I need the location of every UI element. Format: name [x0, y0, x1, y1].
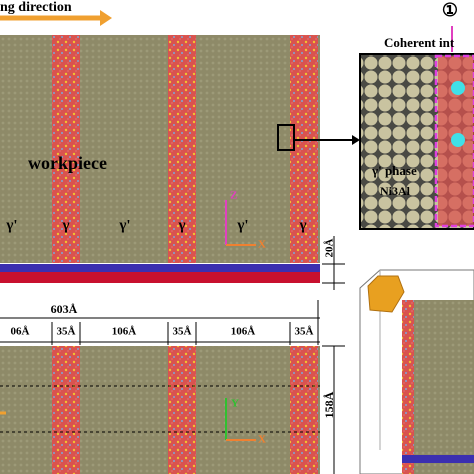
dim-label: 106Å — [112, 326, 137, 338]
phase-label: γ' phase — [371, 163, 417, 178]
axis-label: Z — [230, 190, 237, 202]
base-layer — [0, 264, 320, 272]
interface-box — [434, 54, 474, 228]
gamma-stripe — [168, 35, 196, 263]
composition-label: Ni3Al — [380, 184, 411, 198]
dim-ticks — [51, 300, 319, 345]
gamma-stripe — [290, 346, 318, 474]
inset-title: Coherent int — [384, 35, 455, 50]
dim-label: 35Å — [173, 326, 192, 338]
dim-label: 603Å — [51, 302, 78, 316]
dim-label: 35Å — [57, 326, 76, 338]
dim-label: 20Å — [324, 238, 336, 257]
gamma-stripe — [168, 346, 196, 474]
atom — [451, 81, 465, 95]
dim-label: 06Å — [11, 326, 30, 338]
phase-label: γ — [177, 217, 185, 233]
direction-label: ng direction — [0, 0, 72, 15]
base-layer — [0, 272, 320, 283]
gamma-stripe — [52, 35, 80, 263]
arrow-head — [100, 10, 112, 26]
axis-label: X — [258, 239, 266, 251]
workpiece-block — [0, 35, 320, 263]
arrow-head — [352, 135, 360, 145]
axis-label: Y — [231, 398, 239, 410]
inset-number: ① — [442, 0, 458, 20]
phase-label: γ — [298, 217, 306, 233]
gamma-stripe — [52, 346, 80, 474]
axis-label: X — [258, 434, 266, 446]
phase-label: γ — [61, 217, 69, 233]
3d-view — [359, 269, 474, 474]
workpiece-label: workpiece — [28, 153, 107, 173]
atom — [451, 133, 465, 147]
phase-label: γ' — [118, 217, 130, 233]
dim-label: 158Å — [322, 391, 336, 418]
dim-label: 106Å — [231, 326, 256, 338]
workpiece-block — [0, 346, 320, 474]
phase-label: γ' — [236, 217, 248, 233]
phase-label: γ' — [5, 217, 17, 233]
dim-label: 35Å — [295, 326, 314, 338]
zoom-box — [277, 124, 295, 151]
